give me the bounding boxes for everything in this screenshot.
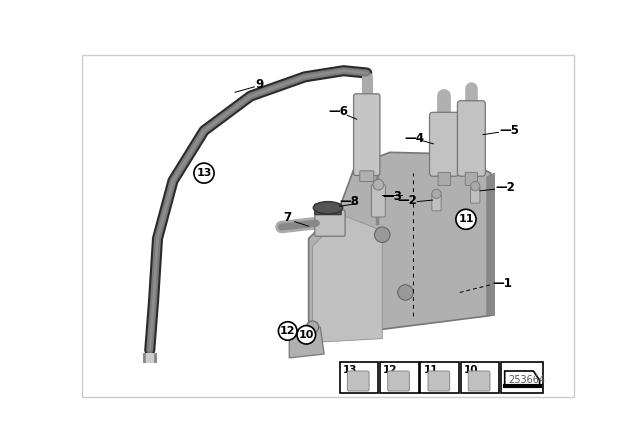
Polygon shape <box>487 173 495 315</box>
Circle shape <box>456 209 476 229</box>
Text: —6: —6 <box>328 105 348 118</box>
FancyBboxPatch shape <box>315 204 341 215</box>
Text: —5: —5 <box>499 124 519 137</box>
FancyBboxPatch shape <box>428 371 450 391</box>
Text: 10: 10 <box>299 330 314 340</box>
Text: 13: 13 <box>196 168 212 178</box>
Bar <box>380 362 419 392</box>
Text: 12: 12 <box>280 326 296 336</box>
FancyBboxPatch shape <box>429 112 459 176</box>
FancyBboxPatch shape <box>458 101 485 176</box>
FancyBboxPatch shape <box>388 371 410 391</box>
Text: —2: —2 <box>397 194 418 207</box>
Text: 11: 11 <box>423 365 438 375</box>
FancyBboxPatch shape <box>465 172 477 185</box>
Polygon shape <box>505 371 540 386</box>
Circle shape <box>373 179 384 190</box>
Polygon shape <box>308 152 491 339</box>
Text: 12: 12 <box>383 365 397 375</box>
Circle shape <box>470 181 480 191</box>
FancyBboxPatch shape <box>371 185 385 217</box>
Bar <box>340 362 378 392</box>
FancyBboxPatch shape <box>432 194 441 211</box>
Bar <box>461 362 499 392</box>
Circle shape <box>278 322 297 340</box>
FancyBboxPatch shape <box>438 172 451 185</box>
Ellipse shape <box>313 202 343 214</box>
Text: 10: 10 <box>463 365 478 375</box>
FancyBboxPatch shape <box>353 94 380 176</box>
FancyBboxPatch shape <box>468 371 490 391</box>
Circle shape <box>432 189 441 198</box>
Text: —3: —3 <box>382 190 402 202</box>
Polygon shape <box>289 327 324 358</box>
Text: —8: —8 <box>340 195 360 208</box>
Text: 11: 11 <box>458 214 474 224</box>
Text: —1: —1 <box>492 277 512 290</box>
FancyBboxPatch shape <box>360 171 374 181</box>
Bar <box>501 362 543 392</box>
Text: —4: —4 <box>404 132 424 145</box>
Text: 13: 13 <box>343 365 357 375</box>
Circle shape <box>307 321 319 333</box>
FancyBboxPatch shape <box>348 371 369 391</box>
Circle shape <box>397 285 413 300</box>
Text: —2: —2 <box>495 181 515 194</box>
Circle shape <box>194 163 214 183</box>
FancyBboxPatch shape <box>470 186 480 203</box>
Polygon shape <box>312 215 382 343</box>
Text: 7: 7 <box>283 211 291 224</box>
Circle shape <box>297 326 316 344</box>
Text: 9: 9 <box>255 78 264 91</box>
Bar <box>420 362 459 392</box>
Text: 253664: 253664 <box>508 375 545 385</box>
FancyBboxPatch shape <box>315 210 345 236</box>
Circle shape <box>374 227 390 242</box>
